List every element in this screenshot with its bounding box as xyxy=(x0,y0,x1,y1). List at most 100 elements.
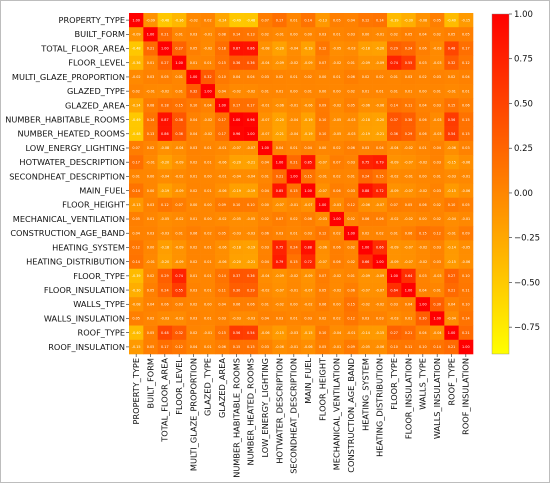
heatmap-cell xyxy=(229,339,244,355)
cell-value-label: 0.07 xyxy=(175,203,183,207)
heatmap-cell xyxy=(344,69,359,85)
heatmap-cell xyxy=(387,84,402,99)
cell-value-label: 1.00 xyxy=(261,146,269,150)
cell-value-label: 0.01 xyxy=(376,89,384,93)
cell-value-label: 0.09 xyxy=(218,203,226,207)
heatmap-cell xyxy=(430,226,445,241)
heatmap-cell xyxy=(200,69,216,85)
heatmap-cell xyxy=(301,197,316,213)
heatmap-cell xyxy=(172,183,187,199)
heatmap-cell xyxy=(444,69,459,85)
cell-value-label: -0.05 xyxy=(232,217,241,221)
heatmap-cell xyxy=(430,183,445,199)
heatmap-cell xyxy=(372,254,388,270)
column-tick-label: CONSTRUCTION_AGE_BAND xyxy=(346,358,356,473)
cell-value-label: 0.02 xyxy=(276,75,284,79)
cell-value-label: 0.02 xyxy=(347,217,355,221)
heatmap-cell xyxy=(329,240,345,255)
heatmap-cell xyxy=(129,27,144,42)
heatmap-cell xyxy=(243,282,259,298)
heatmap-cell xyxy=(243,325,259,341)
heatmap-cell xyxy=(444,169,459,184)
cell-value-label: -0.04 xyxy=(332,331,341,335)
heatmap-cell xyxy=(372,226,388,241)
heatmap-cell xyxy=(157,240,173,255)
cell-value-label: -0.03 xyxy=(433,132,442,136)
heatmap-cell xyxy=(329,211,345,227)
heatmap-cell xyxy=(444,140,459,156)
cell-value-label: -0.20 xyxy=(375,118,384,122)
heatmap-cell xyxy=(286,55,302,71)
heatmap-cell xyxy=(143,339,158,355)
cell-value-label: -0.03 xyxy=(232,317,241,321)
cell-value-label: 0.05 xyxy=(132,217,140,221)
cell-value-label: 0.01 xyxy=(204,61,212,65)
heatmap-cell xyxy=(286,211,302,227)
heatmap-cell xyxy=(415,226,431,241)
cell-value-label: 0.00 xyxy=(190,203,198,207)
heatmap-cell xyxy=(286,254,302,270)
heatmap-cell xyxy=(258,226,273,241)
heatmap-cell xyxy=(215,282,230,298)
cell-value-label: -0.09 xyxy=(275,61,284,65)
heatmap-cell xyxy=(315,69,330,85)
cell-value-label: 0.01 xyxy=(276,89,284,93)
cell-value-label: -0.03 xyxy=(246,317,255,321)
heatmap-cell xyxy=(143,84,158,99)
cell-value-label: 0.02 xyxy=(190,246,198,250)
heatmap-cell xyxy=(301,211,316,227)
heatmap-cell xyxy=(186,155,201,170)
heatmap-cell xyxy=(243,155,259,170)
row-tick-label: FLOOR_HEIGHT xyxy=(62,200,126,210)
heatmap-cell xyxy=(172,339,187,355)
heatmap-cell xyxy=(186,98,201,113)
cell-value-label: -0.06 xyxy=(275,104,284,108)
cell-value-label: -0.06 xyxy=(218,246,227,250)
heatmap-cell xyxy=(458,282,474,298)
cell-value-label: 1.00 xyxy=(290,175,298,179)
heatmap-cell xyxy=(401,169,416,184)
cell-value-label: 0.29 xyxy=(390,47,398,51)
heatmap-cell xyxy=(186,140,201,156)
cell-value-label: 0.00 xyxy=(362,33,370,37)
cell-value-label: -0.24 xyxy=(132,104,141,108)
heatmap-cell xyxy=(229,55,244,71)
cell-value-label: 0.96 xyxy=(233,132,241,136)
heatmap-cell xyxy=(229,183,244,199)
row-tick-label: TOTAL_FLOOR_AREA xyxy=(40,43,125,53)
heatmap-cell xyxy=(329,98,345,113)
column-tick-label: FLOOR_LEVEL xyxy=(174,358,184,415)
row-tick-label: CONSTRUCTION_AGE_BAND xyxy=(10,228,125,238)
cell-value-label: -0.06 xyxy=(461,189,470,193)
cell-value-label: -0.02 xyxy=(261,288,270,292)
cell-value-label: -0.09 xyxy=(175,260,184,264)
cell-value-label: 0.04 xyxy=(147,302,155,306)
heatmap-cell xyxy=(372,84,388,99)
heatmap-cell xyxy=(430,240,445,255)
heatmap-cell xyxy=(329,126,345,142)
cell-value-label: 0.03 xyxy=(319,33,327,37)
cell-value-label: -0.04 xyxy=(160,175,169,179)
heatmap-cell xyxy=(401,27,416,42)
heatmap-cell xyxy=(286,13,302,28)
cell-value-label: 0.03 xyxy=(147,75,155,79)
heatmap-cell xyxy=(143,41,158,56)
heatmap-cell xyxy=(258,84,273,99)
heatmap-cell xyxy=(458,226,474,241)
heatmap-cell xyxy=(372,183,388,199)
heatmap-cell xyxy=(186,240,201,255)
cell-value-label: 0.00 xyxy=(290,33,298,37)
cell-value-label: -0.01 xyxy=(461,217,470,221)
cell-value-label: 0.10 xyxy=(462,274,470,278)
cell-value-label: 0.86 xyxy=(247,47,255,51)
cell-value-label: 0.05 xyxy=(448,33,456,37)
heatmap-cell xyxy=(186,69,201,85)
heatmap-cell xyxy=(372,311,388,326)
cell-value-label: -0.01 xyxy=(289,203,298,207)
cell-value-label: -0.19 xyxy=(361,132,370,136)
cell-value-label: -0.07 xyxy=(375,203,384,207)
heatmap-cell xyxy=(243,268,259,284)
cell-value-label: 0.14 xyxy=(233,33,241,37)
cell-value-label: 1.00 xyxy=(204,89,212,93)
heatmap-cell xyxy=(358,268,373,284)
